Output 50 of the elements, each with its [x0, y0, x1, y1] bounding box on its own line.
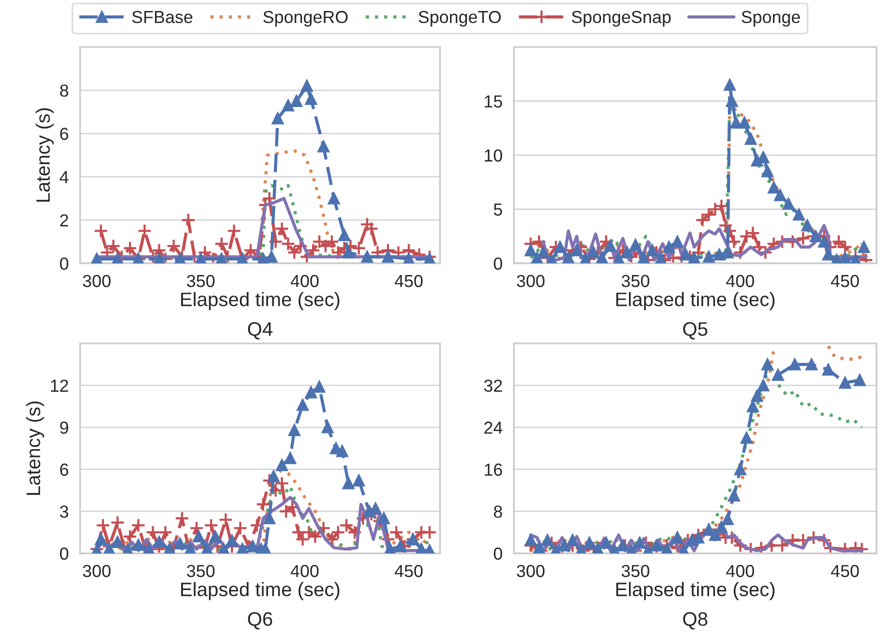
y-axis-title: Latency (s) [26, 401, 44, 495]
x-tick-label: 400 [290, 274, 319, 288]
x-axis-title: Elapsed time (sec) [616, 292, 775, 310]
legend-label: SpongeTO [418, 10, 501, 27]
y-tick-label: 6 [60, 464, 68, 476]
y-tick-label: 2 [60, 214, 68, 226]
x-tick-label: 350 [622, 274, 650, 288]
x-tick-label: 300 [82, 564, 111, 578]
y-tick-label: 0 [494, 547, 502, 560]
x-axis-title: Elapsed time (sec) [181, 292, 340, 310]
x-tick-label: 350 [622, 564, 650, 578]
legend-label: SpongeSnap [572, 10, 671, 27]
y-tick-label: 6 [60, 128, 68, 140]
y-tick-label: 10 [484, 149, 502, 162]
text: Q8 [683, 612, 708, 630]
y-tick-label: 16 [484, 464, 502, 476]
y-axis-title: Latency (s) [36, 108, 54, 202]
x-tick-label: 350 [186, 274, 215, 288]
y-tick-label: 0 [60, 547, 68, 560]
y-tick-label: 0 [60, 257, 68, 270]
x-tick-label: 350 [186, 564, 215, 578]
legend-label: SFBase [132, 10, 192, 24]
y-tick-label: 15 [484, 95, 502, 108]
y-tick-label: 3 [60, 506, 68, 518]
x-tick-label: 450 [394, 274, 423, 288]
legend-label: Sponge [742, 10, 800, 27]
y-tick-label: 12 [50, 380, 68, 392]
x-tick-label: 400 [726, 564, 754, 578]
x-tick-label: 300 [82, 274, 111, 288]
x-tick-label: 300 [516, 274, 544, 288]
x-tick-label: 400 [726, 274, 754, 288]
x-tick-label: 400 [290, 564, 319, 578]
y-tick-label: 0 [494, 257, 502, 270]
text: Q6 [248, 612, 272, 630]
y-tick-label: 8 [60, 84, 68, 97]
x-axis-title: Elapsed time (sec) [181, 582, 340, 600]
text: Q4 [248, 322, 272, 340]
y-tick-label: 32 [484, 380, 502, 392]
legend-label: SpongeRO [263, 10, 348, 27]
x-tick-label: 450 [830, 274, 859, 288]
y-tick-label: 8 [494, 506, 502, 518]
y-tick-label: 9 [60, 422, 68, 434]
y-tick-label: 4 [60, 171, 68, 184]
y-tick-label: 24 [484, 422, 502, 434]
text: Q5 [683, 322, 708, 340]
x-tick-label: 450 [394, 564, 423, 578]
y-tick-label: 5 [494, 204, 502, 216]
x-tick-label: 450 [830, 564, 859, 578]
x-axis-title: Elapsed time (sec) [616, 582, 775, 600]
x-tick-label: 300 [516, 564, 544, 578]
